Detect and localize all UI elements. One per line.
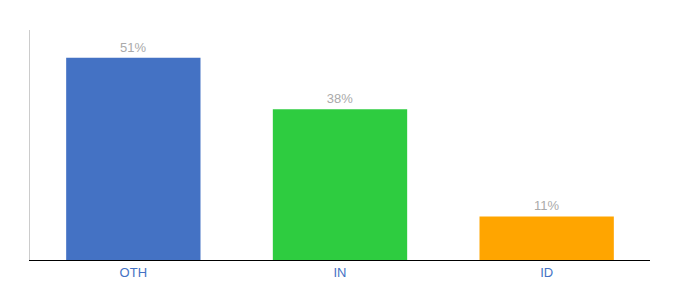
svg-text:IN: IN [334, 265, 347, 280]
svg-text:51%: 51% [120, 40, 146, 55]
svg-text:ID: ID [540, 265, 553, 280]
svg-text:38%: 38% [327, 91, 353, 106]
svg-text:OTH: OTH [120, 265, 147, 280]
svg-text:11%: 11% [534, 198, 559, 213]
